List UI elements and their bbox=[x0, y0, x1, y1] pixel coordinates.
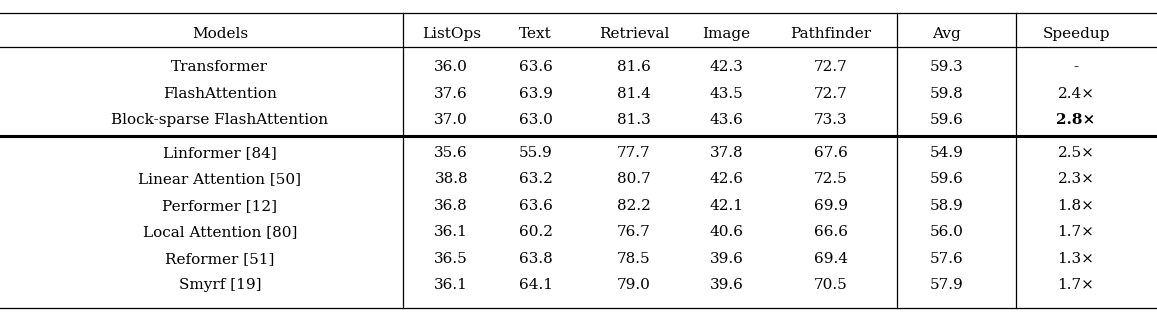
Text: 81.3: 81.3 bbox=[617, 113, 651, 127]
Text: 2.4×: 2.4× bbox=[1057, 87, 1095, 101]
Text: 42.1: 42.1 bbox=[709, 199, 744, 213]
Text: 58.9: 58.9 bbox=[929, 199, 964, 213]
Text: Reformer [51]: Reformer [51] bbox=[165, 252, 274, 266]
Text: Block-sparse FlashAttention: Block-sparse FlashAttention bbox=[111, 113, 329, 127]
Text: 64.1: 64.1 bbox=[518, 278, 553, 292]
Text: 73.3: 73.3 bbox=[813, 113, 848, 127]
Text: Performer [12]: Performer [12] bbox=[162, 199, 278, 213]
Text: 63.0: 63.0 bbox=[518, 113, 553, 127]
Text: 39.6: 39.6 bbox=[709, 252, 744, 266]
Text: Text: Text bbox=[519, 27, 552, 41]
Text: 43.6: 43.6 bbox=[709, 113, 744, 127]
Text: 72.7: 72.7 bbox=[813, 87, 848, 101]
Text: Models: Models bbox=[192, 27, 248, 41]
Text: 69.9: 69.9 bbox=[813, 199, 848, 213]
Text: Local Attention [80]: Local Attention [80] bbox=[142, 225, 297, 239]
Text: Linformer [84]: Linformer [84] bbox=[163, 146, 277, 160]
Text: 63.8: 63.8 bbox=[518, 252, 553, 266]
Text: 59.6: 59.6 bbox=[929, 113, 964, 127]
Text: 78.5: 78.5 bbox=[617, 252, 651, 266]
Text: -: - bbox=[1074, 60, 1078, 74]
Text: 39.6: 39.6 bbox=[709, 278, 744, 292]
Text: 72.7: 72.7 bbox=[813, 60, 848, 74]
Text: 54.9: 54.9 bbox=[929, 146, 964, 160]
Text: Avg: Avg bbox=[933, 27, 960, 41]
Text: Transformer: Transformer bbox=[171, 60, 268, 74]
Text: 1.7×: 1.7× bbox=[1057, 225, 1095, 239]
Text: FlashAttention: FlashAttention bbox=[163, 87, 277, 101]
Text: 40.6: 40.6 bbox=[709, 225, 744, 239]
Text: 63.6: 63.6 bbox=[518, 60, 553, 74]
Text: 76.7: 76.7 bbox=[617, 225, 651, 239]
Text: Retrieval: Retrieval bbox=[599, 27, 669, 41]
Text: 81.4: 81.4 bbox=[617, 87, 651, 101]
Text: 43.5: 43.5 bbox=[709, 87, 744, 101]
Text: Pathfinder: Pathfinder bbox=[790, 27, 871, 41]
Text: 35.6: 35.6 bbox=[434, 146, 469, 160]
Text: 36.0: 36.0 bbox=[434, 60, 469, 74]
Text: 59.6: 59.6 bbox=[929, 172, 964, 186]
Text: 70.5: 70.5 bbox=[813, 278, 848, 292]
Text: Linear Attention [50]: Linear Attention [50] bbox=[139, 172, 301, 186]
Text: 67.6: 67.6 bbox=[813, 146, 848, 160]
Text: 2.8×: 2.8× bbox=[1056, 113, 1096, 127]
Text: 63.9: 63.9 bbox=[518, 87, 553, 101]
Text: 55.9: 55.9 bbox=[518, 146, 553, 160]
Text: Image: Image bbox=[702, 27, 751, 41]
Text: Speedup: Speedup bbox=[1042, 27, 1110, 41]
Text: 37.6: 37.6 bbox=[434, 87, 469, 101]
Text: 79.0: 79.0 bbox=[617, 278, 651, 292]
Text: 59.8: 59.8 bbox=[929, 87, 964, 101]
Text: 63.2: 63.2 bbox=[518, 172, 553, 186]
Text: 1.7×: 1.7× bbox=[1057, 278, 1095, 292]
Text: 1.8×: 1.8× bbox=[1057, 199, 1095, 213]
Text: 59.3: 59.3 bbox=[929, 60, 964, 74]
Text: 82.2: 82.2 bbox=[617, 199, 651, 213]
Text: 38.8: 38.8 bbox=[434, 172, 469, 186]
Text: 36.1: 36.1 bbox=[434, 278, 469, 292]
Text: 37.0: 37.0 bbox=[434, 113, 469, 127]
Text: 66.6: 66.6 bbox=[813, 225, 848, 239]
Text: 36.5: 36.5 bbox=[434, 252, 469, 266]
Text: 77.7: 77.7 bbox=[617, 146, 651, 160]
Text: 60.2: 60.2 bbox=[518, 225, 553, 239]
Text: 72.5: 72.5 bbox=[813, 172, 848, 186]
Text: 42.3: 42.3 bbox=[709, 60, 744, 74]
Text: 42.6: 42.6 bbox=[709, 172, 744, 186]
Text: 57.6: 57.6 bbox=[929, 252, 964, 266]
Text: 57.9: 57.9 bbox=[929, 278, 964, 292]
Text: 69.4: 69.4 bbox=[813, 252, 848, 266]
Text: 36.1: 36.1 bbox=[434, 225, 469, 239]
Text: 80.7: 80.7 bbox=[617, 172, 651, 186]
Text: 2.5×: 2.5× bbox=[1057, 146, 1095, 160]
Text: 63.6: 63.6 bbox=[518, 199, 553, 213]
Text: 81.6: 81.6 bbox=[617, 60, 651, 74]
Text: 2.3×: 2.3× bbox=[1057, 172, 1095, 186]
Text: 37.8: 37.8 bbox=[709, 146, 744, 160]
Text: 36.8: 36.8 bbox=[434, 199, 469, 213]
Text: 1.3×: 1.3× bbox=[1057, 252, 1095, 266]
Text: ListOps: ListOps bbox=[422, 27, 480, 41]
Text: Smyrf [19]: Smyrf [19] bbox=[178, 278, 261, 292]
Text: 56.0: 56.0 bbox=[929, 225, 964, 239]
